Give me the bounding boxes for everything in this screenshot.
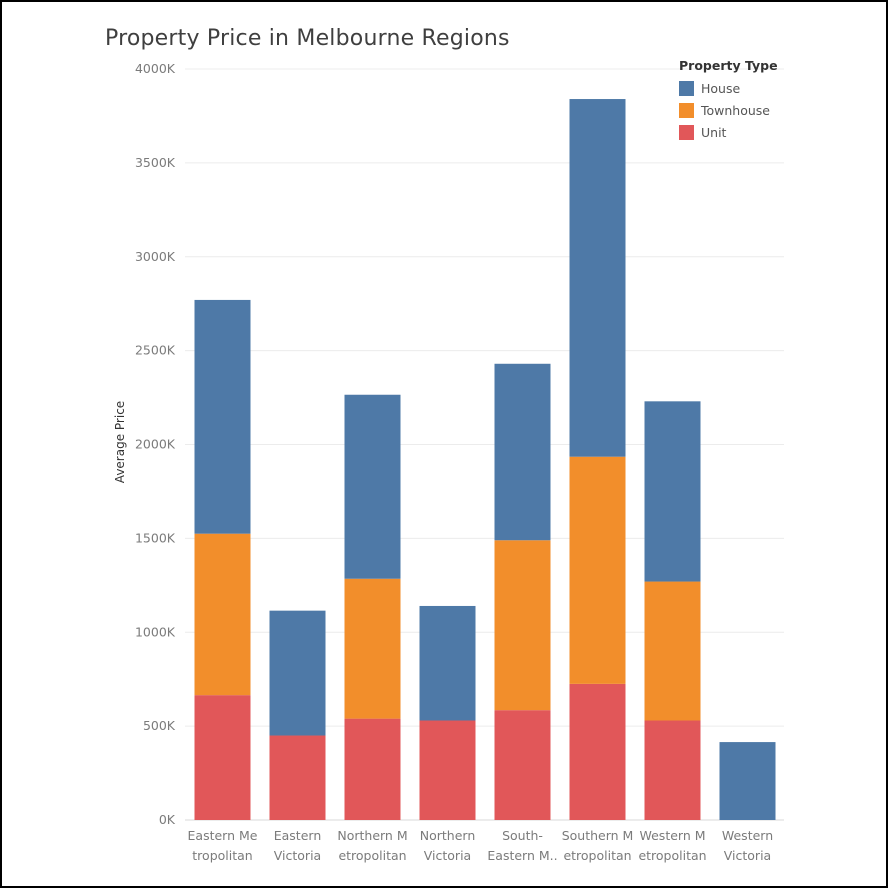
legend-label-unit: Unit (701, 124, 727, 140)
x-tick-label: tropolitan (192, 848, 252, 863)
bar-townhouse[interactable] (569, 456, 626, 684)
legend-label-townhouse: Townhouse (701, 102, 771, 118)
legend: Property Type House Townhouse Unit (679, 58, 778, 143)
x-axis-labels: Eastern Me tropolitan Eastern Victoria North… (188, 828, 774, 863)
bar-unit[interactable] (644, 720, 701, 820)
bar-house[interactable] (494, 363, 551, 541)
legend-item-unit[interactable]: Unit (679, 121, 778, 143)
bar-house[interactable] (644, 401, 701, 582)
legend-title: Property Type (679, 58, 778, 73)
bar-unit[interactable] (569, 683, 626, 820)
x-tick-label: Victoria (424, 848, 471, 863)
bars (194, 99, 776, 820)
x-tick-label: Eastern (274, 828, 322, 843)
legend-item-townhouse[interactable]: Townhouse (679, 99, 778, 121)
bar-townhouse[interactable] (644, 581, 701, 721)
x-tick-label: Eastern M.. (487, 848, 557, 863)
x-tick-label: Northern M (337, 828, 407, 843)
bar-house[interactable] (569, 99, 626, 457)
legend-swatch-townhouse (679, 102, 694, 118)
y-tick-label: 2000K (135, 437, 176, 452)
y-axis-title: Average Price (113, 401, 127, 483)
bar-townhouse[interactable] (194, 533, 251, 696)
bar-unit[interactable] (494, 710, 551, 820)
bar-house[interactable] (419, 605, 476, 721)
x-tick-label: etropolitan (563, 848, 631, 863)
bar-unit[interactable] (194, 695, 251, 820)
legend-item-house[interactable]: House (679, 77, 778, 99)
x-tick-label: Western M (639, 828, 705, 843)
y-tick-label: 0K (159, 812, 176, 827)
y-tick-label: 1000K (135, 624, 176, 639)
chart-title: Property Price in Melbourne Regions (105, 26, 510, 51)
x-tick-label: etropolitan (338, 848, 406, 863)
y-tick-label: 500K (143, 718, 176, 733)
bar-townhouse[interactable] (344, 578, 401, 719)
x-tick-label: Northern (420, 828, 476, 843)
x-tick-label: Victoria (724, 848, 771, 863)
y-tick-label: 4000K (135, 61, 176, 76)
bar-house[interactable] (194, 299, 251, 534)
bar-unit[interactable] (419, 720, 476, 820)
bar-house[interactable] (344, 394, 401, 579)
bar-townhouse[interactable] (494, 540, 551, 711)
legend-swatch-unit (679, 124, 694, 140)
y-tick-label: 2500K (135, 343, 176, 358)
bar-unit[interactable] (269, 735, 326, 820)
legend-label-house: House (701, 80, 741, 96)
x-tick-label: Victoria (274, 848, 321, 863)
legend-swatch-house (679, 80, 694, 96)
y-tick-label: 1500K (135, 530, 176, 545)
x-tick-label: Southern M (562, 828, 634, 843)
y-axis-ticks: 0K 500K 1000K 1500K 2000K 2500K 3000K 3500K 4000… (135, 61, 176, 827)
x-tick-label: South- (502, 828, 543, 843)
bar-house[interactable] (719, 742, 776, 820)
x-tick-label: Western (722, 828, 773, 843)
y-tick-label: 3000K (135, 249, 176, 264)
bar-house[interactable] (269, 610, 326, 736)
x-tick-label: etropolitan (638, 848, 706, 863)
y-tick-label: 3500K (135, 155, 176, 170)
bar-unit[interactable] (344, 718, 401, 820)
x-tick-label: Eastern Me (188, 828, 258, 843)
